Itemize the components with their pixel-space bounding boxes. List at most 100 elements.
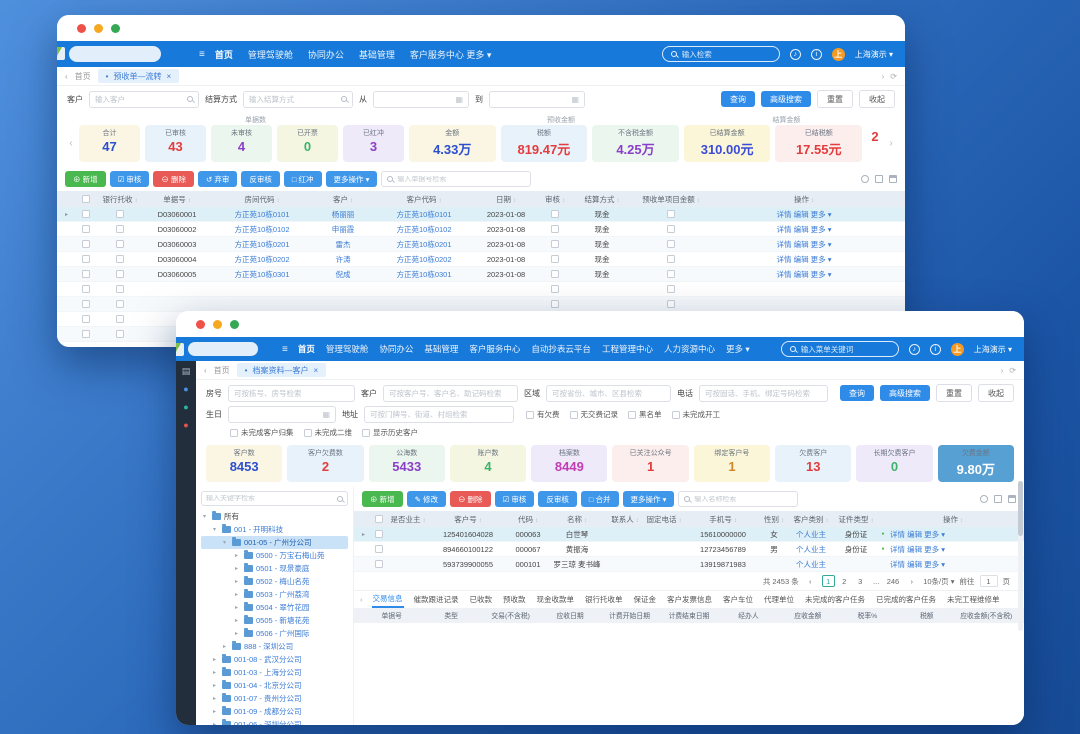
detail-tab[interactable]: 已完成的客户任务	[876, 594, 936, 604]
settings-icon[interactable]	[980, 495, 988, 503]
customer-cell[interactable]: 杨丽丽	[331, 209, 355, 219]
column-header[interactable]: 预收单项目金额	[631, 194, 711, 205]
row-actions[interactable]: 详情 编辑 更多 ▾	[890, 529, 946, 539]
caret-icon[interactable]: ▸	[235, 631, 239, 637]
row-checkbox[interactable]	[82, 285, 90, 293]
room-code-cell[interactable]: 方正苑10栋0101	[234, 209, 290, 219]
open-tab[interactable]: • 档案资料—客户 ×	[236, 363, 327, 377]
stat-card[interactable]: 已红冲 3	[342, 125, 404, 162]
caret-icon[interactable]: ▾	[213, 527, 217, 533]
table-row[interactable]	[57, 282, 905, 297]
audit-checkbox[interactable]	[551, 270, 559, 278]
tree-node[interactable]: ▸ 001-04 - 北京分公司	[201, 679, 348, 692]
audit-checkbox[interactable]	[551, 210, 559, 218]
column-header[interactable]: 名称	[548, 514, 606, 525]
toolbar-button[interactable]: 反审核	[241, 171, 280, 187]
date-from-input[interactable]: ▦	[373, 90, 469, 108]
global-search[interactable]: 输入菜单关键词	[780, 341, 899, 357]
detail-tab[interactable]: 客户车位	[723, 594, 753, 604]
open-tab[interactable]: • 预收单—流转 ×	[97, 69, 180, 83]
birthday-filter-input[interactable]: ▦	[228, 406, 336, 423]
tree-search-input[interactable]	[201, 491, 348, 506]
detail-tab[interactable]: 催款跟进记录	[413, 594, 459, 604]
traffic-light-dot[interactable]	[94, 23, 103, 33]
row-actions[interactable]: 详情 编辑 更多 ▾	[776, 239, 832, 249]
prereceipt-checkbox[interactable]	[667, 300, 675, 308]
bank-collect-checkbox[interactable]	[116, 270, 124, 278]
tabs-scroll-left-icon[interactable]: ‹	[360, 594, 363, 604]
toolbar-button[interactable]: □ 红冲	[283, 171, 322, 187]
page-number[interactable]: 3	[858, 576, 863, 586]
customer-filter-input[interactable]	[383, 384, 518, 402]
prereceipt-checkbox[interactable]	[667, 225, 675, 233]
customer-type-cell[interactable]: 个人业主	[796, 529, 826, 539]
prereceipt-checkbox[interactable]	[667, 285, 675, 293]
caret-icon[interactable]: ▸	[223, 644, 227, 650]
tree-node[interactable]: ▸ 0503 - 广州荔湾	[201, 588, 348, 601]
detail-tab[interactable]: 银行托收单	[585, 594, 623, 604]
column-header[interactable]: 客户号	[428, 514, 508, 525]
columns-icon[interactable]	[994, 495, 1002, 503]
table-row[interactable]: D03060005 方正苑10栋0301 倪成 方正苑10栋0301 2023-…	[57, 267, 905, 282]
row-actions[interactable]: 详情 编辑 更多 ▾	[776, 254, 832, 264]
traffic-light-dot[interactable]	[77, 23, 86, 33]
page-size-select[interactable]: 10条/页 ▾	[923, 576, 955, 586]
address-filter-input[interactable]	[364, 406, 514, 423]
audit-checkbox[interactable]	[551, 225, 559, 233]
row-checkbox[interactable]	[82, 270, 90, 278]
stat-card[interactable]: 客户欠费数 2	[287, 445, 364, 482]
user-menu[interactable]: 上海演示 ▾	[854, 49, 893, 59]
detail-tab[interactable]: 现金收款单	[536, 594, 575, 604]
toolbar-button[interactable]: ⊖ 删除	[153, 171, 194, 187]
tree-node[interactable]: ▸ 001-06 - 深圳分公司	[201, 718, 348, 725]
stat-card[interactable]: 未审核 4	[210, 125, 272, 162]
row-actions[interactable]: 详情 编辑 更多 ▾	[890, 559, 946, 569]
select-all-checkbox[interactable]	[375, 515, 383, 523]
stat-card[interactable]: 绑定客户号 1	[693, 445, 771, 482]
date-to-input[interactable]: ▦	[489, 90, 585, 108]
detail-column-header[interactable]: 计费结束日期	[668, 613, 710, 620]
column-header[interactable]: 操作	[711, 194, 897, 205]
bank-collect-checkbox[interactable]	[116, 225, 124, 233]
stat-card[interactable]: 合计 47	[79, 125, 140, 162]
column-header[interactable]: 银行托收	[97, 194, 143, 205]
row-checkbox[interactable]	[375, 560, 383, 568]
checkbox[interactable]	[526, 410, 534, 419]
detail-column-header[interactable]: 单据号	[381, 613, 402, 620]
toolbar-button[interactable]: 反审核	[538, 491, 577, 507]
tree-node[interactable]: ▾ 001 - 开明科技	[201, 523, 348, 536]
nav-item[interactable]: 工程管理中心	[601, 344, 653, 354]
payment-filter-input[interactable]	[243, 90, 353, 108]
detail-column-header[interactable]: 应收日期	[556, 613, 584, 620]
table-row[interactable]: 000102 董志权 13852237887 个人业主 详情 编辑	[354, 572, 1024, 573]
notification-icon[interactable]: ♪	[908, 343, 920, 355]
checkbox[interactable]	[362, 428, 370, 437]
stat-card[interactable]: 公海数 5433	[368, 445, 445, 482]
notification-icon[interactable]: ♪	[789, 48, 801, 60]
toolbar-button[interactable]: ☑ 审核	[109, 171, 150, 187]
column-header[interactable]: 客户代码	[373, 194, 475, 205]
table-search-input[interactable]	[381, 171, 532, 187]
nav-item[interactable]: 自动抄表云平台	[531, 344, 591, 354]
tree-node[interactable]: ▾ 001-05 - 广州分公司	[201, 536, 348, 549]
phone-filter-input[interactable]	[699, 384, 828, 402]
traffic-light-dot[interactable]	[111, 23, 120, 33]
tree-node[interactable]: ▸ 888 - 深圳公司	[201, 640, 348, 653]
stat-card[interactable]: 已结算金额 310.00元	[683, 125, 771, 162]
filter-checkbox[interactable]: 显示历史客户	[362, 427, 418, 438]
row-checkbox[interactable]	[82, 240, 90, 248]
filter-checkbox[interactable]: 未完成客户归集	[230, 427, 294, 438]
export-icon[interactable]	[1008, 495, 1016, 503]
row-checkbox[interactable]	[82, 255, 90, 263]
table-row[interactable]: 894660100122 000067 黄振海 12723456789 男 个人…	[354, 542, 1024, 557]
detail-tab[interactable]: 未完成的客户任务	[805, 594, 865, 604]
room-code-cell[interactable]: 方正苑10栋0301	[234, 269, 290, 279]
stat-card[interactable]: 2	[867, 125, 883, 162]
detail-tab[interactable]: 客户发票信息	[667, 594, 712, 604]
stat-card[interactable]: 已审核 43	[144, 125, 206, 162]
customer-type-cell[interactable]: 个人业主	[796, 559, 826, 569]
row-checkbox[interactable]	[375, 545, 383, 553]
traffic-light-dot[interactable]	[196, 319, 205, 329]
detail-tab[interactable]: 交易信息	[371, 591, 404, 608]
column-header[interactable]: 操作	[890, 514, 1016, 525]
